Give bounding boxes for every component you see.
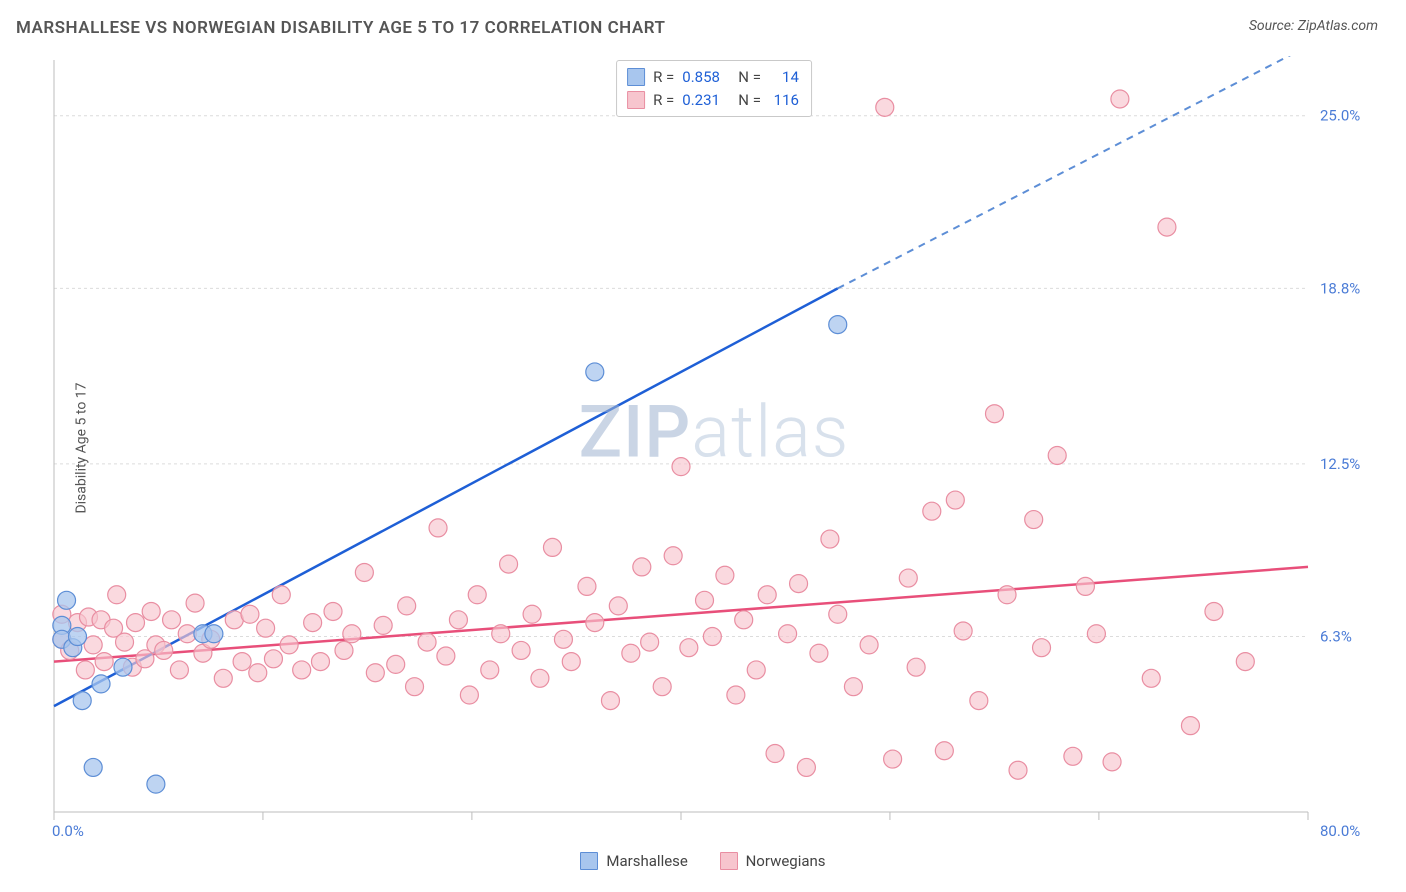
svg-text:80.0%: 80.0% (1320, 822, 1360, 840)
plot-area: Disability Age 5 to 17 6.3% 12.5% 18.8% 25.… (50, 56, 1378, 840)
legend-row-pink: R = 0.231 N = 116 (627, 89, 799, 112)
svg-text:18.8%: 18.8% (1320, 279, 1360, 297)
series-legend: Marshallese Norwegians (0, 852, 1406, 874)
svg-text:0.0%: 0.0% (52, 822, 84, 840)
chart-title: MARSHALLESE VS NORWEGIAN DISABILITY AGE … (16, 18, 665, 38)
source-label: Source: ZipAtlas.com (1249, 18, 1378, 34)
swatch-blue (580, 852, 598, 870)
legend-item-norwegians: Norwegians (720, 852, 826, 870)
svg-text:6.3%: 6.3% (1320, 628, 1352, 646)
legend-row-blue: R = 0.858 N = 14 (627, 66, 799, 89)
swatch-pink (627, 91, 645, 109)
svg-text:25.0%: 25.0% (1320, 107, 1360, 125)
legend-item-marshallese: Marshallese (580, 852, 687, 870)
correlation-legend: R = 0.858 N = 14 R = 0.231 N = 116 (616, 60, 812, 117)
swatch-pink (720, 852, 738, 870)
y-axis-label: Disability Age 5 to 17 (74, 382, 90, 513)
swatch-blue (627, 68, 645, 86)
chart-svg: 6.3% 12.5% 18.8% 25.0% 0.0% 80.0% (50, 56, 1378, 840)
svg-text:12.5%: 12.5% (1320, 455, 1360, 473)
